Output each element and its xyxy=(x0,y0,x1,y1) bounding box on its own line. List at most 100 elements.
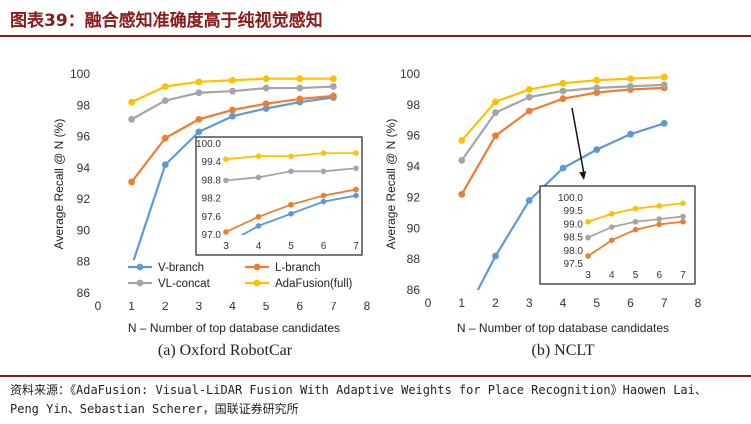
legend-marker-adafusion xyxy=(253,279,261,287)
y-tick-label: 88 xyxy=(407,252,421,266)
y-tick-label: 86 xyxy=(77,286,91,300)
inset-data-point-vl_concat xyxy=(608,224,615,230)
inset-oxford: 97.0 97.6 98.2 98.8 99.4 100.0 3 4 5 6 7 xyxy=(195,136,363,256)
inset-data-point-l_branch xyxy=(632,226,639,233)
inset-data-point-adafusion xyxy=(288,153,294,159)
inset-y-tick-label: 98.2 xyxy=(202,194,222,205)
y-tick-label: 96 xyxy=(407,129,421,143)
source-divider xyxy=(0,375,751,377)
data-point-vl_concat xyxy=(229,87,236,95)
data-point-vl_concat xyxy=(559,87,567,95)
data-point-vl_concat xyxy=(593,84,601,92)
data-point-vl_concat xyxy=(128,115,136,123)
data-point-l_branch xyxy=(161,134,169,142)
y-tick-label: 86 xyxy=(407,283,421,297)
inset-x-tick-label: 3 xyxy=(223,241,229,252)
y-tick-label: 98 xyxy=(407,98,421,112)
data-point-vl_concat xyxy=(458,157,466,164)
data-point-adafusion xyxy=(525,86,533,93)
legend-label: AdaFusion(full) xyxy=(275,278,353,290)
y-tick-label: 92 xyxy=(77,192,91,206)
inset-y-tick-label: 99.5 xyxy=(564,206,584,217)
data-point-v_branch xyxy=(161,161,169,169)
inset-y-tick-label: 98.8 xyxy=(202,175,222,186)
y-tick-label: 88 xyxy=(77,255,91,269)
data-point-vl_concat xyxy=(296,84,304,92)
arrow-shaft xyxy=(571,107,585,175)
data-point-v_branch xyxy=(559,164,567,172)
data-point-v_branch xyxy=(593,146,601,153)
inset-x-tick-label: 4 xyxy=(609,270,615,281)
inset-data-point-l_branch xyxy=(288,201,294,208)
title-divider xyxy=(0,35,751,37)
inset-y-tick-label: 97.0 xyxy=(202,230,222,241)
x-tick-label: 3 xyxy=(526,296,533,310)
inset-data-point-vl_concat xyxy=(288,168,294,175)
inset-y-tick-label: 100.0 xyxy=(558,193,583,204)
inset-data-point-vl_concat xyxy=(585,234,591,241)
legend-label: V-branch xyxy=(158,262,204,274)
inset-data-point-v_branch xyxy=(288,210,294,217)
x-tick-label: 3 xyxy=(196,299,203,313)
inset-data-point-vl_concat xyxy=(680,213,686,220)
data-point-vl_concat xyxy=(161,97,169,104)
x-tick-label: 0 xyxy=(95,299,102,313)
inset-x-tick-label: 4 xyxy=(256,241,262,252)
x-axis-label: N – Number of top database candidates xyxy=(457,321,669,335)
inset-data-point-adafusion xyxy=(632,205,639,212)
inset-y-tick-label: 97.5 xyxy=(564,259,584,270)
data-point-v_branch xyxy=(525,197,533,204)
data-point-adafusion xyxy=(296,75,304,83)
legend-label: L-branch xyxy=(275,262,320,274)
data-point-v_branch xyxy=(660,119,668,127)
data-point-vl_concat xyxy=(492,109,499,116)
series-group xyxy=(458,73,668,290)
data-point-adafusion xyxy=(492,98,499,106)
data-point-v_branch xyxy=(229,112,236,120)
data-point-adafusion xyxy=(128,98,136,106)
data-point-l_branch xyxy=(329,92,337,100)
inset-data-point-v_branch xyxy=(320,198,327,205)
inset-data-point-adafusion xyxy=(353,150,359,156)
y-tick-label: 94 xyxy=(77,161,91,175)
y-tick-label: 92 xyxy=(407,190,421,204)
inset-data-point-vl_concat xyxy=(255,174,262,181)
data-point-vl_concat xyxy=(262,84,270,92)
data-point-adafusion xyxy=(559,79,567,87)
chart-caption: (b) NCLT xyxy=(532,342,595,359)
data-point-adafusion xyxy=(229,76,236,84)
data-point-adafusion xyxy=(195,78,203,86)
x-tick-label: 1 xyxy=(458,296,465,310)
data-point-l_branch xyxy=(229,106,236,114)
inset-data-point-l_branch xyxy=(585,253,591,259)
chart-caption: (a) Oxford RobotCar xyxy=(158,342,293,359)
inset-y-tick-label: 98.0 xyxy=(564,246,584,257)
y-axis-label: Average Recall @ N (%) xyxy=(384,119,398,250)
inset-data-point-adafusion xyxy=(255,153,262,159)
inset-data-point-vl_concat xyxy=(632,218,639,225)
inset-y-tick-label: 99.4 xyxy=(202,157,222,168)
y-tick-label: 90 xyxy=(407,221,421,235)
x-tick-label: 2 xyxy=(492,296,499,310)
x-tick-label: 8 xyxy=(695,296,702,310)
data-point-adafusion xyxy=(161,83,169,90)
series-group xyxy=(128,75,337,270)
inset-data-point-l_branch xyxy=(320,192,327,199)
data-point-l_branch xyxy=(195,115,203,123)
inset-frame xyxy=(539,185,696,285)
source-note: 资料来源：《AdaFusion: Visual-LiDAR Fusion Wit… xyxy=(10,381,745,419)
inset-series-group xyxy=(585,200,686,259)
legend-marker-l_branch xyxy=(253,263,261,271)
x-tick-label: 5 xyxy=(593,296,600,310)
legend-box xyxy=(122,260,365,302)
inset-x-tick-label: 6 xyxy=(656,270,662,281)
legend-marker-v_branch xyxy=(136,263,144,271)
data-point-l_branch xyxy=(296,95,304,103)
data-point-v_branch xyxy=(262,105,270,112)
data-point-l_branch xyxy=(458,190,466,198)
inset-data-point-adafusion xyxy=(223,156,229,162)
inset-data-point-vl_concat xyxy=(223,177,229,184)
data-point-adafusion xyxy=(262,75,270,83)
x-tick-label: 7 xyxy=(330,299,337,313)
